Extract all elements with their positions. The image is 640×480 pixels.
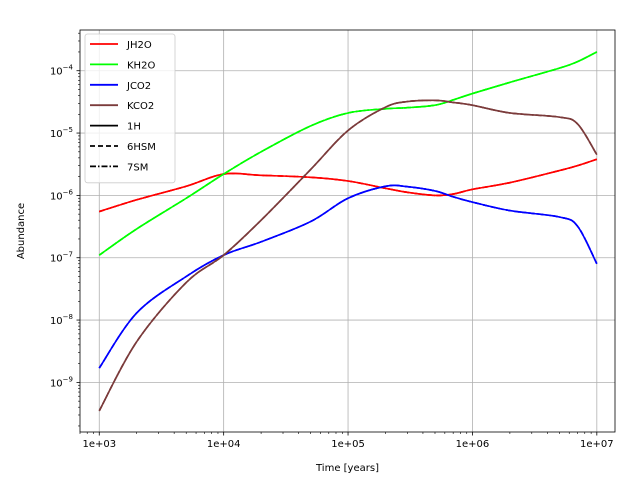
x-tick-label: 1e+05: [331, 439, 365, 450]
y-tick-exponent: −8: [63, 313, 73, 321]
legend-label: KCO2: [127, 101, 154, 112]
series-line-kco2: [98, 99, 598, 412]
legend-label: 6HSM: [127, 142, 156, 153]
y-tick-base: 10: [50, 67, 63, 78]
y-axis-label: Abundance: [16, 203, 27, 259]
series-lines: [98, 51, 598, 412]
legend-label: JCO2: [126, 81, 151, 92]
y-tick-label: 10−6: [50, 188, 74, 202]
y-tick-exponent: −7: [63, 251, 73, 259]
legend-label: 7SM: [127, 162, 148, 173]
y-tick-exponent: −4: [63, 64, 74, 72]
y-tick-base: 10: [50, 316, 63, 327]
legend: JH2O KH2O JCO2 KCO2 1H 6HSM 7SM: [84, 33, 176, 184]
y-tick-exponent: −9: [63, 375, 73, 383]
plot-frame: [79, 29, 616, 433]
y-tick-label: 10−8: [50, 313, 73, 327]
y-tick-base: 10: [50, 254, 63, 265]
x-tick-label: 1e+03: [82, 439, 116, 450]
y-tick-exponent: −6: [63, 188, 74, 196]
series-line-kh2o: [98, 51, 598, 256]
series-line-jh2o: [99, 158, 598, 213]
x-axis-label: Time [years]: [315, 463, 379, 474]
axis-ticks: [76, 32, 598, 436]
y-tick-base: 10: [50, 378, 63, 389]
y-tick-base: 10: [50, 191, 63, 202]
y-tick-exponent: −5: [63, 126, 73, 134]
y-tick-base: 10: [50, 129, 63, 140]
y-tick-label: 10−9: [50, 375, 73, 389]
legend-label: KH2O: [127, 60, 155, 71]
x-tick-label: 1e+06: [456, 439, 490, 450]
y-tick-label: 10−7: [50, 251, 73, 265]
legend-label: JH2O: [126, 40, 152, 51]
series-line-jco2: [98, 184, 598, 369]
legend-label: 1H: [127, 122, 141, 133]
y-tick-label: 10−5: [50, 126, 73, 140]
x-tick-label: 1e+07: [580, 439, 614, 450]
y-tick-label: 10−4: [50, 64, 74, 78]
x-tick-label: 1e+04: [207, 439, 241, 450]
tick-labels: 1e+03 1e+04 1e+05 1e+06 1e+0710−910−810−710−…: [50, 64, 614, 450]
